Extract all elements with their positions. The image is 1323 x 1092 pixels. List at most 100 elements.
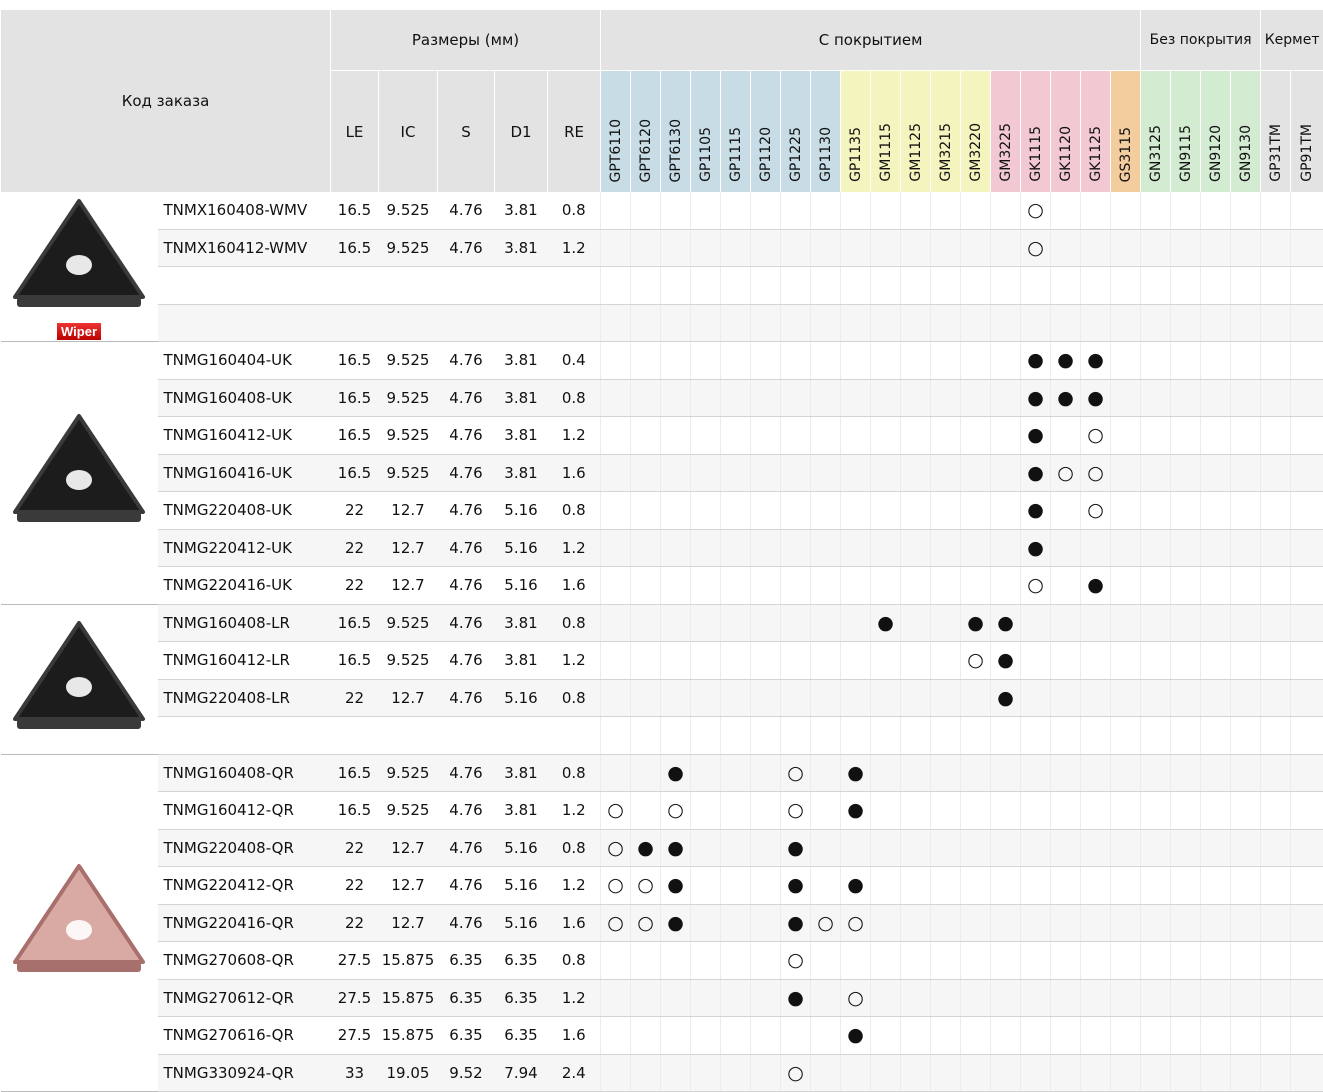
grade-availability: ○ — [1081, 492, 1111, 530]
grade-availability: ● — [781, 904, 811, 942]
grade-availability — [1261, 417, 1291, 455]
grade-availability — [1171, 1017, 1201, 1055]
dimension: 15.875 — [379, 1017, 438, 1055]
blank — [601, 717, 631, 755]
grade-header: GK1120 — [1051, 71, 1081, 193]
grade-availability — [1171, 229, 1201, 267]
grade-availability — [1231, 867, 1261, 905]
blank — [721, 267, 751, 305]
dimension: 0.8 — [548, 379, 601, 417]
grade-availability — [991, 942, 1021, 980]
grade-label: GN9120 — [1208, 125, 1224, 182]
grade-availability — [871, 1017, 901, 1055]
grade-header: GN9115 — [1171, 71, 1201, 193]
grade-availability — [1171, 792, 1201, 830]
blank — [1081, 267, 1111, 305]
grade-availability — [961, 567, 991, 605]
grade-availability — [931, 454, 961, 492]
grade-availability: ○ — [631, 904, 661, 942]
grade-availability — [631, 642, 661, 680]
grade-header: GP1130 — [811, 71, 841, 193]
blank — [991, 267, 1021, 305]
blank — [1201, 717, 1231, 755]
grade-availability — [631, 192, 661, 229]
dimension: 12.7 — [379, 679, 438, 717]
grade-availability — [1141, 679, 1171, 717]
dimension: 4.76 — [438, 567, 495, 605]
grade-availability — [631, 229, 661, 267]
dimension: 22 — [331, 492, 379, 530]
blank — [991, 304, 1021, 342]
blank — [1261, 304, 1291, 342]
grade-availability — [1141, 492, 1171, 530]
row — [1, 304, 1323, 342]
grade-availability — [781, 454, 811, 492]
grade-availability — [751, 942, 781, 980]
blank — [931, 717, 961, 755]
blank — [331, 717, 379, 755]
dimension: 4.76 — [438, 192, 495, 229]
order-code: TNMG220412-UK — [158, 529, 331, 567]
grade-availability — [1291, 567, 1323, 605]
grade-availability: ○ — [1081, 454, 1111, 492]
grade-availability — [961, 1017, 991, 1055]
grade-availability — [1021, 942, 1051, 980]
blank — [841, 304, 871, 342]
grade-availability — [1051, 1017, 1081, 1055]
grade-availability — [721, 192, 751, 229]
grade-availability — [751, 192, 781, 229]
grade-availability — [811, 567, 841, 605]
grade-availability: ● — [631, 829, 661, 867]
grade-availability — [931, 604, 961, 642]
dimension: 22 — [331, 904, 379, 942]
grade-availability — [811, 379, 841, 417]
dimension: 4.76 — [438, 867, 495, 905]
grade-availability — [721, 754, 751, 792]
grade-availability — [1291, 979, 1323, 1017]
grade-availability — [1291, 604, 1323, 642]
grade-availability — [991, 229, 1021, 267]
grade-header: GM3215 — [931, 71, 961, 193]
grade-availability — [1201, 979, 1231, 1017]
dimension: 3.81 — [495, 754, 548, 792]
blank — [871, 304, 901, 342]
grade-availability — [1051, 192, 1081, 229]
grade-availability — [631, 379, 661, 417]
blank — [438, 304, 495, 342]
grade-availability — [1261, 867, 1291, 905]
grade-availability — [751, 904, 781, 942]
grade-availability — [871, 567, 901, 605]
grade-availability — [871, 417, 901, 455]
grade-availability — [1081, 942, 1111, 980]
blank — [1201, 304, 1231, 342]
grade-availability — [1111, 754, 1141, 792]
grade-availability — [1261, 379, 1291, 417]
grade-availability — [601, 192, 631, 229]
grade-availability — [901, 417, 931, 455]
grade-availability — [661, 1017, 691, 1055]
grade-availability — [1171, 454, 1201, 492]
grade-availability — [961, 792, 991, 830]
blank — [1111, 304, 1141, 342]
blank — [548, 304, 601, 342]
grade-availability — [751, 754, 781, 792]
grade-availability — [871, 942, 901, 980]
grade-availability — [1051, 904, 1081, 942]
grade-availability — [661, 192, 691, 229]
grade-availability — [1051, 979, 1081, 1017]
dimension: 27.5 — [331, 942, 379, 980]
grade-availability — [1201, 904, 1231, 942]
grade-availability — [1111, 229, 1141, 267]
grade-availability — [1141, 904, 1171, 942]
grade-availability — [1261, 679, 1291, 717]
order-code: TNMX160408-WMV — [158, 192, 331, 229]
order-code: TNMG270616-QR — [158, 1017, 331, 1055]
grade-availability — [1261, 229, 1291, 267]
grade-availability — [1111, 492, 1141, 530]
grade-availability — [901, 342, 931, 380]
grade-availability — [631, 754, 661, 792]
